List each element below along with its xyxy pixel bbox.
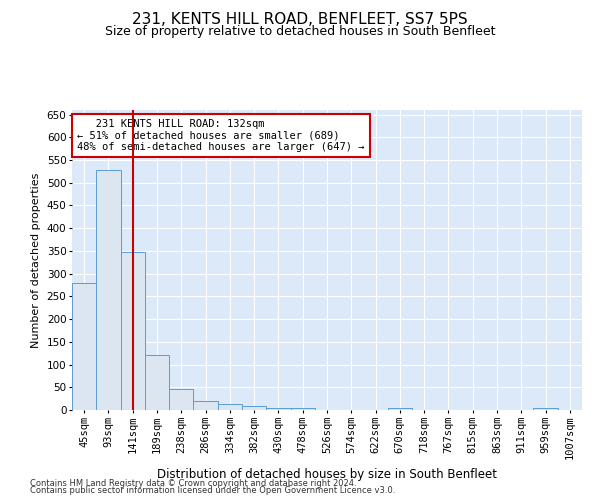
Bar (193, 401, 218, 410)
Y-axis label: Number of detached properties: Number of detached properties (31, 172, 41, 348)
Bar (533, 408, 558, 410)
Bar (266, 408, 290, 410)
Bar (96, 170, 121, 410)
Text: 231, KENTS HILL ROAD, BENFLEET, SS7 5PS: 231, KENTS HILL ROAD, BENFLEET, SS7 5PS (132, 12, 468, 28)
Bar (290, 408, 315, 410)
Bar (242, 406, 266, 410)
Bar (388, 408, 412, 410)
X-axis label: Distribution of detached houses by size in South Benfleet: Distribution of detached houses by size … (157, 468, 497, 480)
Bar (121, 252, 145, 410)
Bar (169, 389, 193, 410)
Text: Contains public sector information licensed under the Open Government Licence v3: Contains public sector information licen… (30, 486, 395, 495)
Bar (145, 356, 169, 410)
Text: Size of property relative to detached houses in South Benfleet: Size of property relative to detached ho… (105, 25, 495, 38)
Text: 231 KENTS HILL ROAD: 132sqm
← 51% of detached houses are smaller (689)
48% of se: 231 KENTS HILL ROAD: 132sqm ← 51% of det… (77, 119, 365, 152)
Bar (218, 404, 242, 410)
Text: Contains HM Land Registry data © Crown copyright and database right 2024.: Contains HM Land Registry data © Crown c… (30, 478, 356, 488)
Bar (72, 282, 96, 410)
